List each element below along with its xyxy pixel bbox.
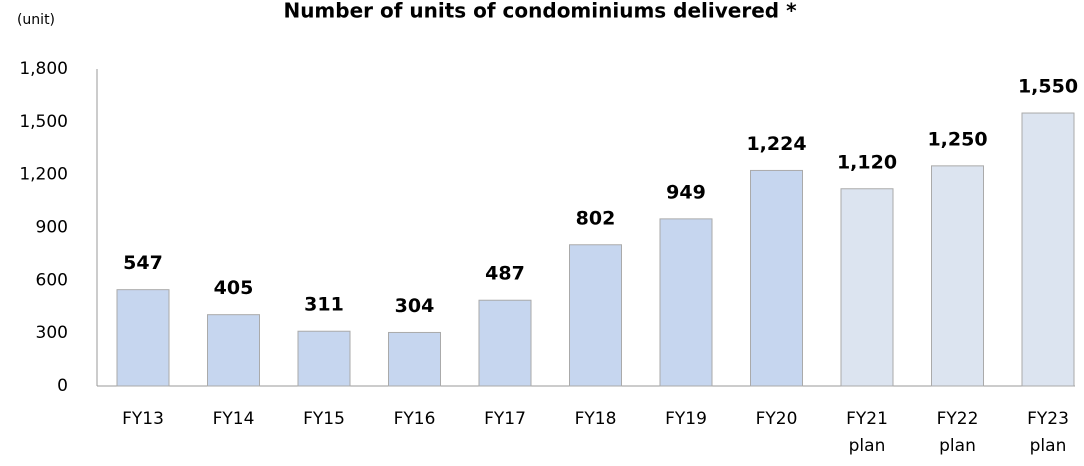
y-tick-label: 1,500 [19, 112, 68, 132]
value-label: 487 [485, 263, 525, 285]
x-tick-label: FY21 plan [846, 409, 888, 456]
bar [116, 289, 170, 387]
bar [750, 169, 803, 387]
value-label: 949 [666, 181, 706, 203]
x-tick-label: FY18 [574, 409, 617, 429]
x-tick-label: FY19 [665, 409, 707, 429]
bar [931, 165, 984, 387]
value-label: 405 [214, 277, 254, 299]
y-unit: (unit) [17, 12, 55, 28]
value-label: 547 [123, 252, 163, 274]
x-tick-label: FY17 [484, 409, 526, 429]
x-tick-label: FY13 [122, 409, 164, 429]
y-tick-label: 900 [36, 218, 68, 238]
y-tick-label: 1,800 [19, 59, 68, 79]
bar [297, 330, 351, 387]
bar [1021, 112, 1075, 387]
value-label: 802 [576, 207, 616, 229]
y-tick-label: 0 [57, 376, 68, 396]
value-label: 304 [395, 295, 435, 317]
y-tick-label: 1,200 [19, 165, 68, 185]
bar [659, 218, 713, 387]
bar [569, 244, 622, 387]
y-tick-label: 300 [36, 323, 68, 343]
x-tick-label: FY20 [755, 409, 798, 429]
x-tick-label: FY23 plan [1027, 409, 1069, 456]
value-label: 1,120 [837, 151, 897, 173]
bar [207, 314, 260, 387]
value-label: 1,550 [1018, 76, 1078, 98]
x-tick-label: FY14 [212, 409, 255, 429]
x-tick-label: FY15 [303, 409, 345, 429]
bar [388, 331, 441, 387]
value-label: 1,250 [927, 128, 987, 150]
value-label: 1,224 [746, 133, 806, 155]
bar [478, 299, 532, 387]
x-tick-label: FY22 plan [936, 409, 979, 456]
x-tick-label: FY16 [393, 409, 436, 429]
y-tick-label: 600 [36, 270, 68, 290]
bar [840, 188, 894, 387]
chart-title: Number of units of condominiums delivere… [283, 0, 797, 23]
value-label: 311 [304, 294, 344, 316]
